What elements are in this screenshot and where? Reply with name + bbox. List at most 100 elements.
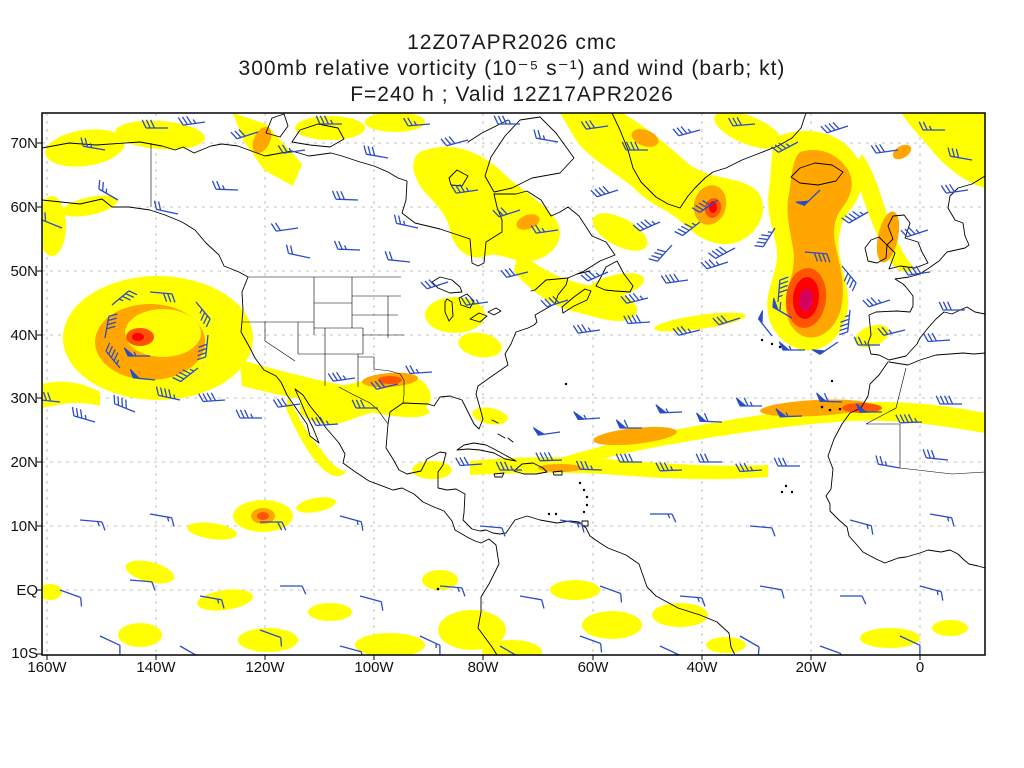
wind-barb [123, 347, 150, 357]
vorticity-blob [902, 113, 985, 188]
wind-barb [679, 595, 706, 607]
island-dot [820, 405, 824, 409]
wind-barb [42, 212, 63, 229]
wind-barb [277, 144, 306, 154]
x-tick-label: 0 [916, 659, 924, 676]
wind-barb [599, 585, 623, 603]
wind-barb [79, 519, 106, 531]
title-line-valid: F=240 h ; Valid 12Z17APR2026 [350, 83, 674, 106]
vorticity-blob [412, 461, 452, 479]
island-dot [778, 345, 782, 349]
wind-barb [363, 145, 389, 159]
wind-barb [575, 460, 603, 471]
wind-barb [895, 414, 923, 424]
wind-barb [804, 251, 831, 263]
wind-barb [493, 115, 520, 125]
wind-barb [195, 301, 211, 328]
wind-barb [155, 386, 181, 401]
wind-barb [104, 313, 118, 339]
wind-barb [655, 404, 683, 414]
wind-barb [862, 297, 891, 308]
wind-barb [179, 645, 197, 655]
wind-barb [535, 452, 563, 462]
wind-barb [230, 129, 259, 140]
vorticity-blob [585, 273, 645, 299]
x-tick-label: 120W [245, 659, 285, 676]
wind-barb [735, 397, 762, 407]
coastline-newfoundland [595, 260, 634, 293]
axis-ticks [37, 142, 921, 660]
vorticity-blob [714, 113, 782, 149]
coastline-baffin-island [484, 116, 575, 193]
vorticity-blob [115, 120, 205, 150]
wind-barb [811, 341, 839, 355]
vorticity-blob [516, 214, 540, 230]
wind-barb [403, 117, 431, 127]
wind-barb [754, 227, 776, 248]
vorticity-blob [856, 154, 914, 273]
vorticity-crimson-layer [798, 289, 814, 311]
y-tick-label: 70N [10, 135, 38, 152]
island-dots [436, 338, 842, 591]
wind-barb [580, 271, 609, 282]
coastline-iceland [790, 162, 844, 186]
x-tick-label: 140W [136, 659, 176, 676]
coastline-lake-michigan [444, 298, 454, 322]
wind-barb [623, 314, 651, 325]
vorticity-blob [413, 146, 560, 262]
coastline-greenland [611, 113, 807, 209]
vorticity-blob [592, 213, 648, 251]
vorticity-blob [652, 603, 708, 627]
island-dot [585, 503, 589, 507]
wind-barb [838, 309, 851, 336]
island-dot [784, 484, 788, 488]
wind-barb [947, 147, 973, 161]
vorticity-blob [706, 637, 746, 653]
vorticity-blob [422, 570, 458, 590]
wind-barb [80, 137, 106, 151]
wind-barb [71, 406, 96, 423]
x-tick-label: 60W [578, 659, 610, 676]
wind-barb [773, 457, 800, 467]
x-tick-label: 40W [687, 659, 719, 676]
wind-barb [590, 185, 619, 198]
border-us-states [242, 277, 405, 404]
wind-barb [580, 119, 609, 130]
wind-barb [935, 395, 962, 405]
wind-barb [749, 525, 776, 537]
island-dot [554, 512, 558, 516]
wind-barb [440, 136, 469, 147]
wind-barb [351, 399, 378, 409]
vorticity-blob [42, 381, 100, 408]
wind-barb [853, 336, 880, 346]
wind-barb [841, 265, 857, 292]
wind-barb [840, 595, 867, 605]
vorticity-blob [365, 113, 425, 132]
wind-barb [177, 115, 206, 126]
vorticity-blob [378, 376, 402, 384]
coastline-puerto-rico [552, 470, 563, 476]
wind-barb [759, 585, 785, 599]
wind-barb [708, 246, 736, 259]
axis-tick-marks [37, 142, 921, 660]
y-tick-label: 50N [10, 263, 38, 280]
vorticity-blob [860, 628, 920, 648]
coastline-great-britain [886, 214, 929, 270]
wind-barb [632, 219, 661, 232]
x-tick-label: 100W [354, 659, 394, 676]
vorticity-blob [538, 464, 582, 472]
vorticity-blob [892, 144, 912, 160]
wind-barb [695, 453, 722, 463]
wind-barb [450, 183, 479, 194]
title-line-variable: 300mb relative vorticity (10⁻⁵ s⁻¹) and … [238, 57, 786, 80]
vorticity-blob [295, 116, 365, 140]
wind-barb [129, 368, 156, 381]
vorticity-blob [308, 603, 352, 621]
vorticity-blob [197, 589, 253, 611]
wind-barb [795, 189, 821, 206]
wind-barb [841, 210, 869, 224]
wind-barb [405, 365, 433, 375]
coastline-st-lawrence [530, 277, 569, 292]
wind-barb [42, 391, 61, 403]
